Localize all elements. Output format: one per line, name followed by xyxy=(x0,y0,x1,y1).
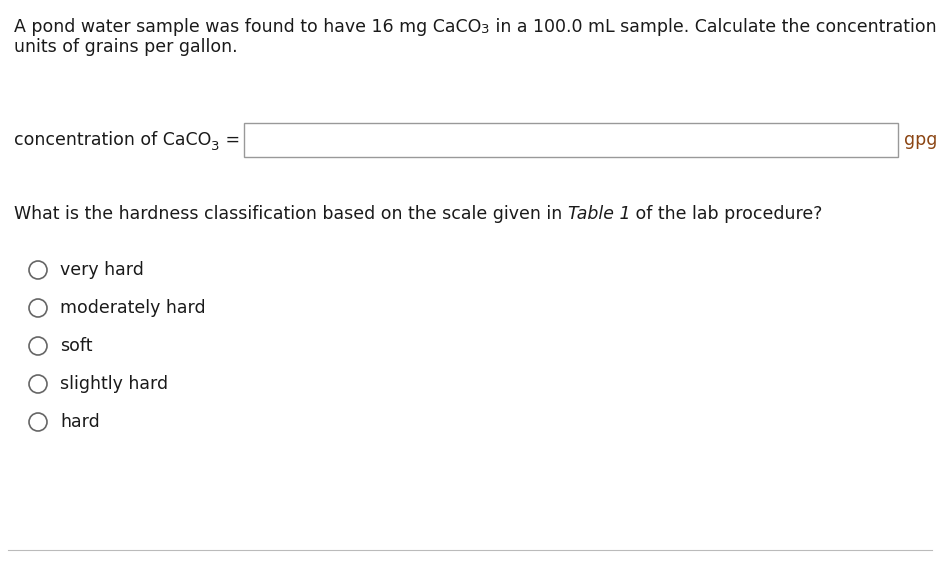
Text: hard: hard xyxy=(60,413,100,431)
Text: moderately hard: moderately hard xyxy=(60,299,206,317)
Text: in a 100.0 mL sample. Calculate the concentration of CaCO: in a 100.0 mL sample. Calculate the conc… xyxy=(490,18,940,36)
Text: 3: 3 xyxy=(481,23,490,36)
Text: of the lab procedure?: of the lab procedure? xyxy=(630,205,822,223)
Text: What is the hardness classification based on the scale given in: What is the hardness classification base… xyxy=(14,205,568,223)
Text: =: = xyxy=(220,131,240,149)
Text: soft: soft xyxy=(60,337,92,355)
Text: very hard: very hard xyxy=(60,261,144,279)
Text: units of grains per gallon.: units of grains per gallon. xyxy=(14,38,238,56)
Text: 3: 3 xyxy=(212,140,220,153)
Text: concentration of CaCO: concentration of CaCO xyxy=(14,131,212,149)
Text: A pond water sample was found to have 16 mg CaCO: A pond water sample was found to have 16… xyxy=(14,18,481,36)
FancyBboxPatch shape xyxy=(244,123,898,157)
Text: slightly hard: slightly hard xyxy=(60,375,168,393)
Text: Table 1: Table 1 xyxy=(568,205,630,223)
Text: gpg: gpg xyxy=(904,131,937,149)
